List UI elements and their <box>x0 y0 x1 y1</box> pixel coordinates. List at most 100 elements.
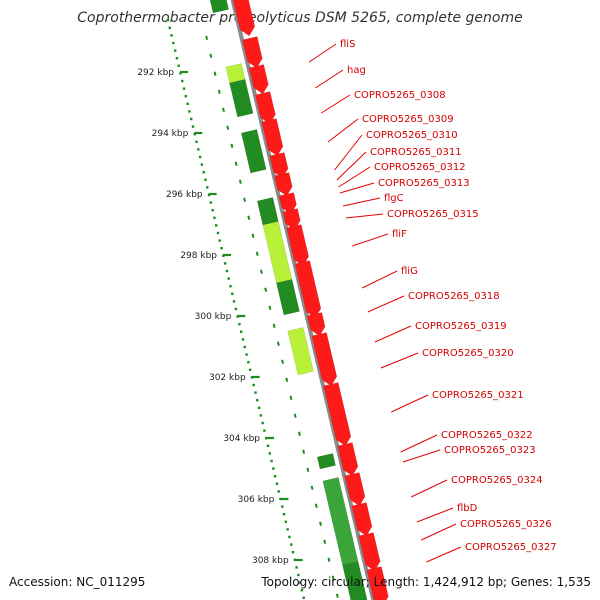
scale-dot <box>300 589 304 592</box>
gene-label[interactable]: COPRO5265_0313 <box>378 178 470 189</box>
kbp-tick-label: 308 kbp <box>252 556 289 566</box>
gene-label[interactable]: flgC <box>384 193 404 204</box>
gene-label[interactable]: COPRO5265_0326 <box>460 519 552 530</box>
outer-track-tick <box>281 359 284 364</box>
kbp-tick-label: 300 kbp <box>195 312 232 322</box>
scale-dot <box>204 178 207 181</box>
leader-line <box>421 523 457 541</box>
forward-gene-11 <box>306 312 326 337</box>
forward-gene-15 <box>344 472 366 507</box>
gene-label[interactable]: COPRO5265_0327 <box>465 542 557 553</box>
kbp-tick-label: 302 kbp <box>209 373 246 383</box>
outer-track-tick <box>276 341 280 346</box>
outer-track-tick <box>230 143 234 148</box>
scale-dot <box>209 201 213 204</box>
outer-track-tick <box>293 413 297 418</box>
scale-dot <box>259 414 263 417</box>
reverse-gene-8 <box>316 453 336 470</box>
gene-label[interactable]: COPRO5265_0323 <box>444 445 536 456</box>
scale-dot <box>172 41 175 45</box>
outer-track-tick <box>247 215 251 220</box>
outer-track-tick <box>209 53 213 58</box>
outer-track-tick <box>264 287 268 292</box>
outer-track-tick <box>323 539 327 544</box>
gene-label[interactable]: COPRO5265_0321 <box>432 390 524 401</box>
scale-dot <box>186 102 189 105</box>
scale-dot <box>288 535 291 539</box>
leader-line <box>352 233 389 247</box>
scale-dot <box>234 307 238 311</box>
gene-label[interactable]: COPRO5265_0319 <box>415 321 507 332</box>
scale-dot <box>286 528 289 531</box>
leader-line <box>338 166 371 188</box>
gene-label[interactable]: COPRO5265_0308 <box>354 90 446 101</box>
leader-line <box>342 197 381 207</box>
gene-label[interactable]: COPRO5265_0324 <box>451 475 543 486</box>
scale-dot <box>241 338 245 341</box>
kbp-tick-label: 294 kbp <box>152 129 189 139</box>
outer-track-tick <box>205 35 209 40</box>
forward-gene-17 <box>358 532 381 572</box>
kbp-tick-label: 292 kbp <box>137 68 174 78</box>
forward-gene-16 <box>351 502 373 537</box>
leader-line <box>327 118 359 143</box>
leader-line <box>391 394 429 413</box>
gene-label[interactable]: COPRO5265_0310 <box>366 130 458 141</box>
scale-dot <box>220 247 223 250</box>
forward-gene-9 <box>286 224 309 267</box>
outer-track-tick <box>226 125 230 130</box>
scale-dot <box>179 72 182 75</box>
scale-dot <box>198 155 202 159</box>
gene-label[interactable]: COPRO5265_0315 <box>387 209 479 220</box>
scale-dot <box>193 133 196 136</box>
leader-line <box>315 69 344 89</box>
scale-dot <box>302 596 305 599</box>
scale-dot <box>277 490 280 493</box>
outer-track-tick <box>234 161 238 166</box>
outer-track-tick <box>335 593 339 598</box>
map-title: Coprothermobacter proteolyticus DSM 5265… <box>77 10 523 26</box>
scale-dot <box>173 49 177 52</box>
scale-dot <box>191 125 195 128</box>
leader-line <box>339 182 375 194</box>
scale-dot <box>261 421 264 425</box>
outer-track-tick <box>213 71 217 76</box>
scale-dot <box>268 452 271 455</box>
gene-label[interactable]: COPRO5265_0311 <box>370 147 462 158</box>
gene-label[interactable]: COPRO5265_0318 <box>408 291 500 302</box>
scale-dot <box>243 345 246 349</box>
scale-dot <box>273 475 277 478</box>
leader-line <box>361 270 398 289</box>
forward-gene-10 <box>294 260 322 319</box>
outer-track-tick <box>272 323 276 328</box>
scale-dot <box>290 543 293 546</box>
scale-dot <box>298 581 302 584</box>
scale-dot <box>252 383 255 387</box>
gene-label[interactable]: fliF <box>392 229 407 240</box>
gene-label[interactable]: flbD <box>457 503 478 514</box>
scale-dot <box>248 368 252 371</box>
outer-track-tick <box>255 251 259 256</box>
scale-dot <box>257 406 261 409</box>
scale-dot <box>181 79 184 83</box>
scale-dot <box>197 148 200 151</box>
gene-label[interactable]: fliG <box>401 266 418 277</box>
scale-dot <box>215 224 218 227</box>
scale-dot <box>177 64 180 67</box>
gene-label[interactable]: COPRO5265_0322 <box>441 430 533 441</box>
gene-label[interactable]: COPRO5265_0312 <box>374 162 466 173</box>
forward-gene-2 <box>248 64 269 95</box>
scale-dot <box>182 87 186 90</box>
outer-track-tick <box>297 431 301 436</box>
outer-track-tick <box>268 305 272 310</box>
gene-labels: fliS hag COPRO5265_0308 COPRO5265_0309 COPRO… <box>308 39 557 563</box>
gene-label[interactable]: COPRO5265_0309 <box>362 114 454 125</box>
reverse-gene-2 <box>229 79 254 118</box>
gene-label[interactable]: hag <box>347 65 366 76</box>
gene-label[interactable]: COPRO5265_0320 <box>422 348 514 359</box>
gene-label[interactable]: fliS <box>340 39 355 50</box>
leader-line <box>320 94 351 114</box>
forward-gene-3 <box>255 91 276 125</box>
scale-dot <box>216 231 220 235</box>
outer-track-tick <box>243 197 247 202</box>
